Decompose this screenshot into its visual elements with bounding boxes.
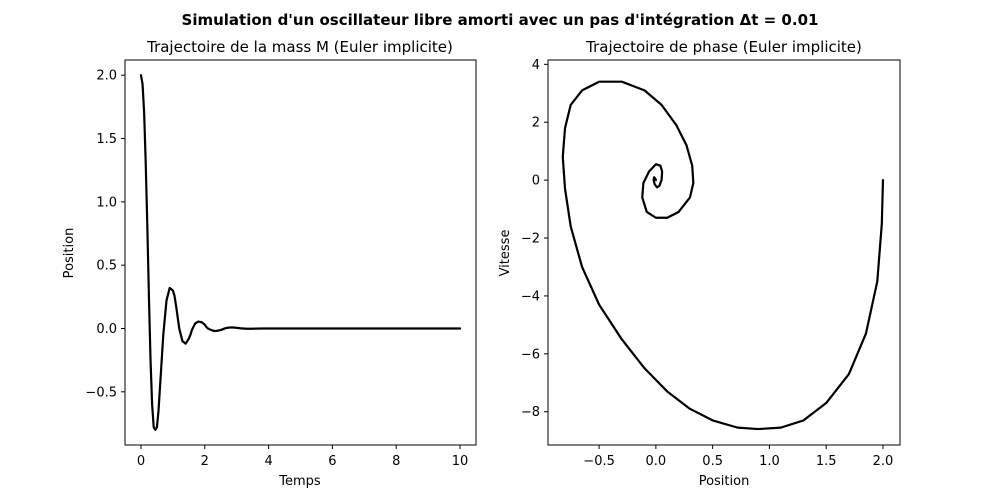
right-plot-frame [548,60,900,445]
left-x-tick-label: 2 [201,454,209,469]
left-y-tick-label: 0.0 [96,322,117,337]
left-plot-frame [125,60,476,445]
phase-curve [563,82,883,429]
right-y-tick-label: −2 [521,232,540,247]
left-x-tick-label: 0 [137,454,145,469]
left-y-tick-label: 2.0 [96,69,117,84]
position-vs-time-axes: Trajectoire de la mass M (Euler implicit… [62,38,476,489]
figure-suptitle: Simulation d'un oscillateur libre amorti… [182,11,819,29]
right-y-axis-label: Vitesse [498,230,513,277]
left-x-ticks: 0 2 4 6 8 10 [137,445,469,469]
left-x-tick-label: 10 [452,454,469,469]
left-y-tick-label: 1.5 [96,132,117,147]
phase-portrait-axes: Trajectoire de phase (Euler implicite) P… [498,38,900,489]
right-x-tick-label: 1.5 [816,454,837,469]
right-x-tick-label: 1.0 [759,454,780,469]
left-y-axis-label: Position [62,228,77,279]
right-y-tick-label: 0 [532,174,540,189]
left-y-ticks: −0.5 0.0 0.5 1.0 1.5 2.0 [85,69,125,401]
right-y-tick-label: −6 [521,347,540,362]
right-y-tick-label: −8 [521,405,540,420]
right-x-tick-label: 0.0 [646,454,667,469]
right-plot-title: Trajectoire de phase (Euler implicite) [585,38,862,56]
left-x-tick-label: 4 [264,454,272,469]
right-x-tick-label: 0.5 [702,454,723,469]
left-y-tick-label: 0.5 [96,259,117,274]
left-y-tick-label: −0.5 [85,385,117,400]
right-x-tick-label: −0.5 [583,454,615,469]
right-x-axis-label: Position [699,474,750,489]
left-x-tick-label: 6 [328,454,336,469]
right-x-tick-label: 2.0 [873,454,894,469]
left-plot-title: Trajectoire de la mass M (Euler implicit… [146,38,453,56]
left-y-tick-label: 1.0 [96,195,117,210]
right-y-tick-label: 2 [532,116,540,131]
position-curve [141,75,460,430]
left-x-tick-label: 8 [392,454,400,469]
right-y-tick-label: 4 [532,58,540,73]
left-x-axis-label: Temps [278,474,321,489]
right-x-ticks: −0.5 0.0 0.5 1.0 1.5 2.0 [583,445,893,469]
right-y-tick-label: −4 [521,289,540,304]
right-y-ticks: −8 −6 −4 −2 0 2 4 [521,58,548,420]
